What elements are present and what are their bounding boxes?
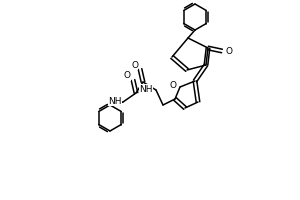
Text: O: O: [131, 60, 138, 70]
Text: O: O: [169, 82, 176, 90]
Text: NH: NH: [109, 97, 122, 106]
Text: O: O: [226, 46, 233, 55]
Text: O: O: [124, 72, 131, 80]
Text: NH: NH: [140, 84, 153, 94]
